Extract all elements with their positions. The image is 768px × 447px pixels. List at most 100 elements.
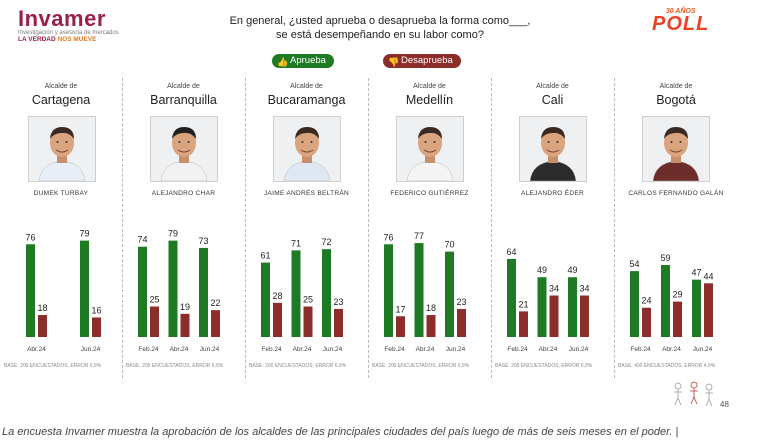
mayor-name: ALEJANDRO CHAR (151, 190, 216, 197)
poll-badge: 30 AÑOS POLL (652, 8, 709, 34)
disapprove-bar (303, 306, 313, 337)
approve-bar (537, 277, 547, 337)
photo-caption: La encuesta Invamer muestra la aprobació… (2, 426, 679, 438)
disapprove-bar (150, 306, 159, 337)
role-label: Alcalde de (167, 83, 200, 90)
poll-years: 30 AÑOS (665, 8, 696, 15)
approve-value-label: 76 (25, 232, 35, 242)
category-tick-label: Feb.24 (261, 346, 282, 353)
column-divider (368, 78, 369, 378)
category-tick-label: Jun.24 (446, 346, 466, 353)
thumbs-down-icon: 👎 (388, 57, 400, 67)
mayor-photo (519, 116, 587, 182)
category-tick-label: Jun.24 (693, 346, 713, 353)
slide: Invamer Investigación y asesoría de merc… (0, 6, 738, 409)
person-avatar-icon (643, 117, 709, 181)
disapprove-value-label: 18 (37, 303, 47, 313)
survey-question: En general, ¿usted aprueba o desaprueba … (190, 14, 570, 42)
disapprove-value-label: 23 (333, 297, 343, 307)
approve-bar (291, 250, 301, 337)
approve-bar (138, 246, 147, 337)
mayor-photo (396, 116, 464, 182)
category-tick-label: Jun.24 (200, 346, 220, 353)
approval-bar-chart: 74 25 Feb.24 79 19 Abr.24 73 22 Jun.24 (137, 229, 220, 353)
role-label: Alcalde de (44, 83, 78, 90)
mayor-panel-cali: Alcalde de Cali ALEJANDRO ÉDER 64 21 Feb.2… (491, 78, 614, 370)
mayor-photo (273, 116, 341, 182)
logo-subtitle: Investigación y asesoría de mercados (18, 30, 119, 36)
category-tick-label: Feb.24 (507, 346, 528, 353)
person-avatar-icon (397, 117, 463, 181)
mayor-panel-cartagena: Alcalde de Cartagena DUMEK TURBAY 76 18 Ab… (0, 78, 122, 370)
approve-value-label: 72 (321, 237, 331, 247)
approve-value-label: 47 (691, 268, 701, 278)
category-tick-label: Abr.24 (416, 346, 435, 353)
approve-bar (26, 244, 35, 337)
disapprove-value-label: 23 (456, 297, 466, 307)
person-avatar-icon (151, 117, 217, 181)
people-illustration-icon (674, 381, 713, 407)
disapprove-bar (457, 308, 466, 337)
approval-bar-chart: 61 28 Feb.24 71 25 Abr.24 72 23 Jun.24 (260, 237, 343, 353)
approve-value-label: 49 (567, 265, 577, 275)
approve-bar (168, 240, 178, 337)
disapprove-value-label: 24 (641, 296, 651, 306)
base-note: BASE: 200 ENCUESTADOS, ERROR 6,9% (4, 363, 102, 369)
approve-value-label: 79 (168, 229, 178, 239)
logo-name: Invamer (18, 6, 106, 31)
approve-bar (322, 249, 331, 337)
city-name: Cartagena (31, 93, 91, 107)
role-label: Alcalde de (290, 83, 323, 90)
category-tick-label: Feb.24 (384, 346, 405, 353)
disapprove-bar (704, 283, 713, 337)
approve-bar (199, 247, 208, 337)
column-divider (122, 78, 123, 378)
person-avatar-icon (274, 117, 340, 181)
disapprove-bar (92, 317, 101, 337)
disapprove-value-label: 25 (303, 295, 313, 305)
approve-bar (80, 240, 89, 337)
approval-bar-chart: 76 17 Feb.24 77 18 Abr.24 70 23 Jun.24 (383, 231, 466, 353)
mayor-name: FEDERICO GUTIÉRREZ (390, 190, 469, 197)
disapprove-bar (519, 311, 528, 337)
mayor-photo (150, 116, 218, 182)
city-name: Barranquilla (150, 93, 217, 107)
approve-bar (661, 265, 670, 337)
approve-value-label: 49 (537, 265, 547, 275)
person-avatar-icon (520, 117, 586, 181)
person-avatar-icon (29, 117, 95, 181)
page-number: 48 (720, 400, 729, 409)
disapprove-bar (334, 308, 343, 337)
base-note: BASE: 200 ENCUESTADOS, ERROR 6,9% (126, 363, 224, 369)
approve-value-label: 73 (198, 236, 208, 246)
mayor-name: JAIME ANDRÉS BELTRÁN (264, 190, 349, 197)
mayor-name: DUMEK TURBAY (33, 190, 89, 197)
disapprove-value-label: 21 (518, 299, 528, 309)
mayor-panel-bogota: Alcalde de Bogotá CARLOS FERNANDO GALÁN … (614, 78, 738, 370)
tagline-a: LA VERDAD (18, 36, 56, 43)
legend-approve-label: Aprueba (290, 55, 326, 66)
mayor-panel-medellin: Alcalde de Medellín FEDERICO GUTIÉRREZ 7… (368, 78, 491, 370)
role-label: Alcalde de (659, 83, 693, 90)
legend-approve: 👍 Aprueba (272, 54, 334, 68)
disapprove-value-label: 44 (703, 271, 713, 281)
disapprove-bar (211, 310, 220, 337)
disapprove-bar (273, 302, 282, 337)
role-label: Alcalde de (536, 83, 569, 90)
logo-tagline: LA VERDAD NOS MUEVE (18, 36, 119, 43)
approve-value-label: 79 (79, 229, 89, 239)
base-note: BASE: 200 ENCUESTADOS, ERROR 6,9% (372, 363, 470, 369)
approve-value-label: 76 (383, 232, 393, 242)
approve-value-label: 70 (444, 240, 454, 250)
category-tick-label: Feb.24 (138, 346, 159, 353)
mayor-name: CARLOS FERNANDO GALÁN (628, 190, 724, 197)
approve-bar (630, 271, 639, 337)
city-name: Medellín (405, 93, 454, 107)
disapprove-value-label: 16 (91, 305, 101, 315)
approve-value-label: 74 (137, 235, 147, 245)
category-tick-label: Feb.24 (630, 346, 651, 353)
city-name: Bucaramanga (267, 93, 346, 107)
approve-value-label: 61 (260, 251, 270, 261)
tagline-b: NOS MUEVE (57, 36, 97, 43)
approve-bar (507, 258, 516, 337)
